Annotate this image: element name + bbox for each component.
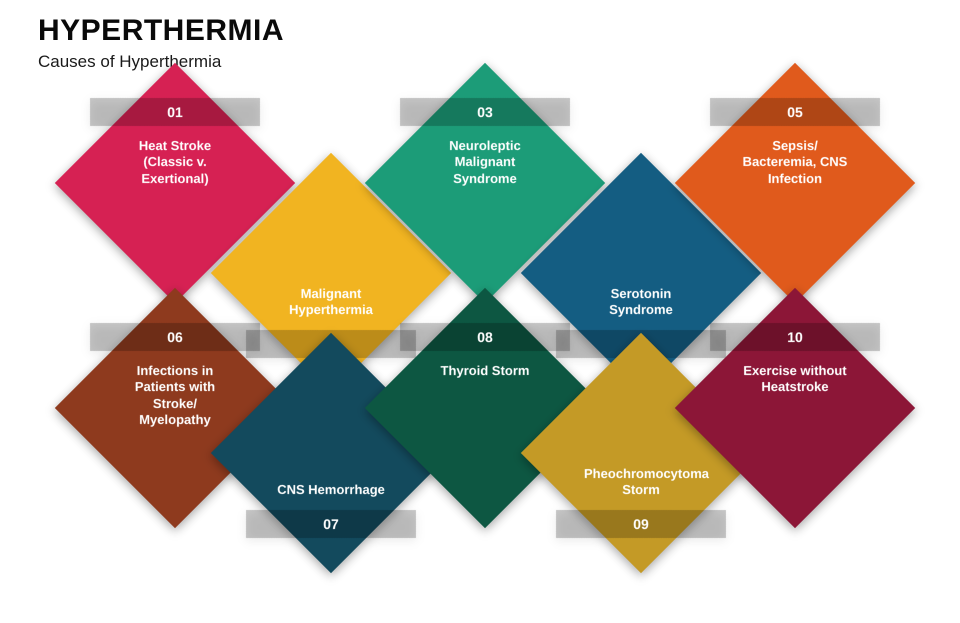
node-label: Pheochromocytoma Storm xyxy=(556,466,726,499)
diagram-node-inner: 10 Exercise without Heatstroke xyxy=(710,323,880,493)
diagram-node: 10 Exercise without Heatstroke xyxy=(675,288,915,528)
node-label: Thyroid Storm xyxy=(400,363,570,379)
diagram-node-inner: 05 Sepsis/ Bacteremia, CNS Infection xyxy=(710,98,880,268)
node-number: 05 xyxy=(710,104,880,120)
node-label: Sepsis/ Bacteremia, CNS Infection xyxy=(710,138,880,187)
node-label: Serotonin Syndrome xyxy=(556,286,726,319)
node-label: Infections in Patients with Stroke/ Myel… xyxy=(90,363,260,428)
node-number: 01 xyxy=(90,104,260,120)
diagram-stage: 01Heat Stroke (Classic v. Exertional)02M… xyxy=(0,78,960,538)
node-label: CNS Hemorrhage xyxy=(246,482,416,498)
node-number: 10 xyxy=(710,329,880,345)
node-number: 07 xyxy=(246,516,416,532)
node-label: Neuroleptic Malignant Syndrome xyxy=(400,138,570,187)
node-number: 09 xyxy=(556,516,726,532)
node-number: 03 xyxy=(400,104,570,120)
diagram-node: 05 Sepsis/ Bacteremia, CNS Infection xyxy=(675,63,915,303)
page-subtitle: Causes of Hyperthermia xyxy=(38,52,221,72)
diagram-node-inner: 01 Heat Stroke (Classic v. Exertional) xyxy=(90,98,260,268)
node-number: 08 xyxy=(400,329,570,345)
node-strip xyxy=(710,323,880,493)
page-title: HYPERTHERMIA xyxy=(38,14,284,48)
node-label: Exercise without Heatstroke xyxy=(710,363,880,396)
diagram-node-inner: 03 Neuroleptic Malignant Syndrome xyxy=(400,98,570,268)
node-label: Heat Stroke (Classic v. Exertional) xyxy=(90,138,260,187)
node-number: 06 xyxy=(90,329,260,345)
node-label: Malignant Hyperthermia xyxy=(246,286,416,319)
